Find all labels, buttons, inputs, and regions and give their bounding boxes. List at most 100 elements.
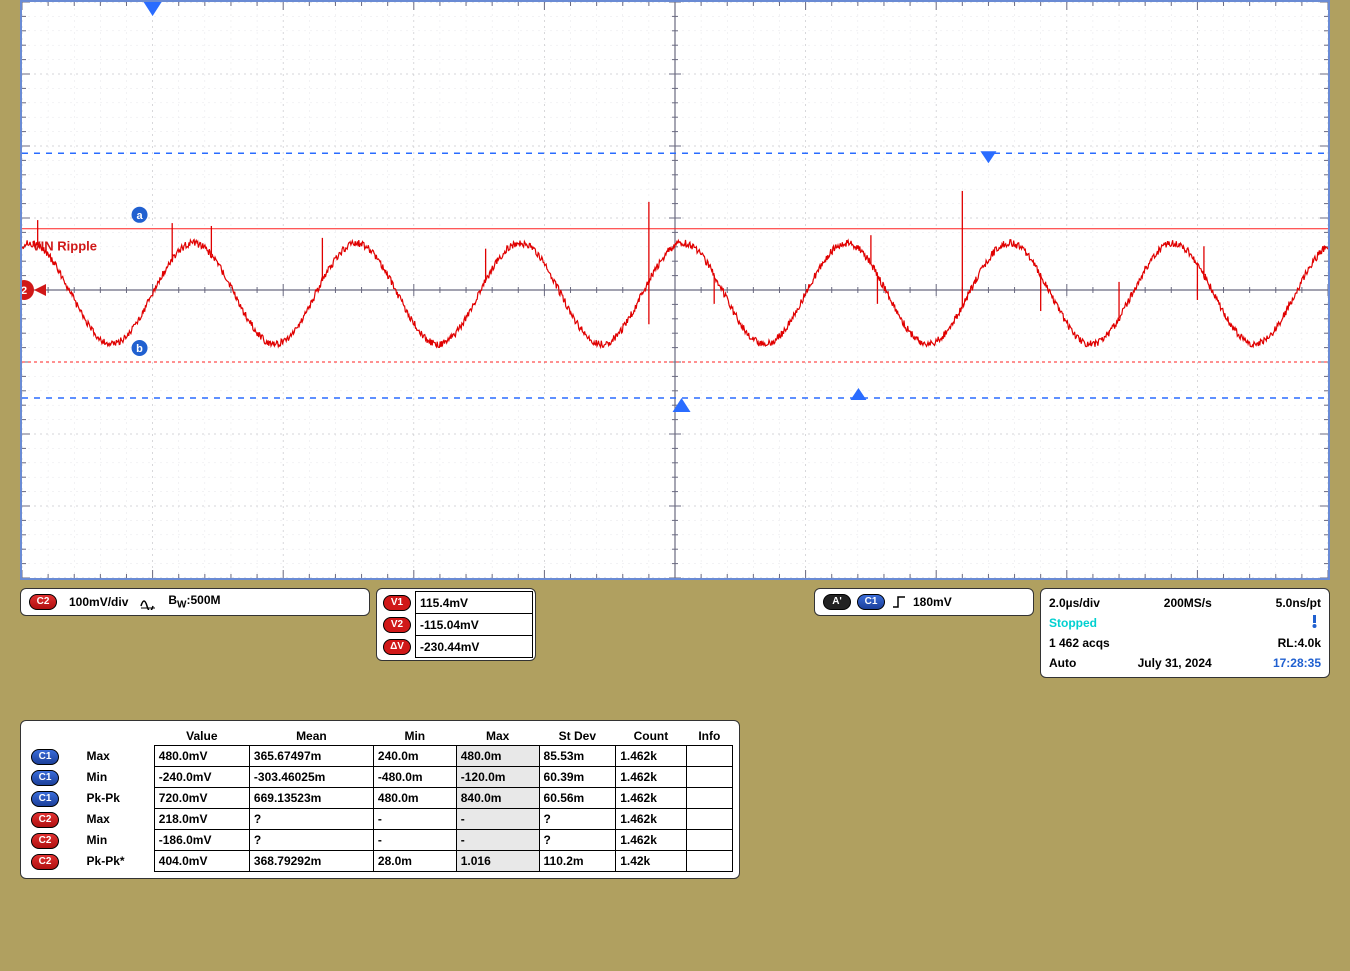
acquisition-date: July 31, 2024 bbox=[1138, 653, 1212, 673]
meas-col-header: Max bbox=[456, 727, 539, 746]
meas-value: 404.0mV bbox=[154, 851, 249, 872]
table-row: C2Max218.0mV?--?1.462k bbox=[27, 809, 733, 830]
meas-max: -120.0m bbox=[456, 767, 539, 788]
measurements-panel[interactable]: ValueMeanMinMaxSt DevCountInfoC1Max480.0… bbox=[20, 720, 740, 879]
meas-min: -480.0m bbox=[373, 767, 456, 788]
meas-stdev: ? bbox=[539, 830, 616, 851]
meas-name: Max bbox=[83, 809, 155, 830]
channel-c2-pill: C2 bbox=[29, 594, 57, 610]
trigger-level: 180mV bbox=[913, 595, 952, 609]
meas-info bbox=[686, 746, 732, 767]
meas-count: 1.462k bbox=[616, 830, 686, 851]
meas-mean: 365.67497m bbox=[249, 746, 373, 767]
trigger-source-pill: C1 bbox=[857, 594, 885, 610]
meas-min: - bbox=[373, 830, 456, 851]
meas-name: Pk-Pk bbox=[83, 788, 155, 809]
meas-count: 1.42k bbox=[616, 851, 686, 872]
table-row: C1 Min-240.0mV-303.46025m-480.0m-120.0m60… bbox=[27, 767, 733, 788]
cursor-readout-panel[interactable]: V1 115.4mV V2 -115.04mV ΔV -230.44mV bbox=[376, 588, 536, 661]
trigger-mode: Auto bbox=[1049, 653, 1076, 673]
meas-count: 1.462k bbox=[616, 767, 686, 788]
meas-channel-pill: C1 bbox=[31, 749, 59, 765]
meas-col-header: Mean bbox=[249, 727, 373, 746]
meas-channel-pill: C1 bbox=[31, 770, 59, 786]
meas-name: Pk-Pk* bbox=[83, 851, 155, 872]
meas-name: Min bbox=[83, 767, 155, 788]
table-row: C2Min-186.0mV?--?1.462k bbox=[27, 830, 733, 851]
readout-bar: C2 100mV/div BW:500M V1 115.4mV V2 -115.04m… bbox=[20, 588, 1330, 678]
table-row: C1 Pk-Pk720.0mV669.13523m480.0m840.0m60.5… bbox=[27, 788, 733, 809]
ac-coupling-icon bbox=[140, 594, 156, 610]
meas-info bbox=[686, 767, 732, 788]
meas-channel-pill: C1 bbox=[31, 791, 59, 807]
svg-text:2: 2 bbox=[22, 285, 27, 297]
meas-channel-pill: C2 bbox=[31, 812, 59, 828]
cursor-value: -230.44mV bbox=[416, 636, 533, 658]
meas-stdev: 85.53m bbox=[539, 746, 616, 767]
meas-channel-pill: C2 bbox=[31, 854, 59, 870]
vertical-scale: 100mV/div bbox=[69, 595, 128, 609]
meas-mean: -303.46025m bbox=[249, 767, 373, 788]
cursor-pill: ΔV bbox=[383, 639, 411, 655]
meas-min: - bbox=[373, 809, 456, 830]
meas-max: 1.016 bbox=[456, 851, 539, 872]
meas-stdev: 60.56m bbox=[539, 788, 616, 809]
acquisition-count: 1 462 acqs bbox=[1049, 633, 1110, 653]
meas-max: - bbox=[456, 830, 539, 851]
cursor-row: ΔV -230.44mV bbox=[379, 636, 533, 658]
meas-stdev: ? bbox=[539, 809, 616, 830]
acquisition-time: 17:28:35 bbox=[1273, 653, 1321, 673]
meas-value: -240.0mV bbox=[154, 767, 249, 788]
meas-col-header: Info bbox=[686, 727, 732, 746]
cursor-pill: V2 bbox=[383, 617, 411, 633]
meas-col-header: Value bbox=[154, 727, 249, 746]
trigger-settings-panel[interactable]: A' C1 180mV bbox=[814, 588, 1034, 616]
meas-info bbox=[686, 851, 732, 872]
acquisition-state: Stopped bbox=[1049, 613, 1097, 633]
sample-rate: 200MS/s bbox=[1164, 593, 1212, 613]
channel-settings-panel[interactable]: C2 100mV/div BW:500M bbox=[20, 588, 370, 616]
meas-value: 218.0mV bbox=[154, 809, 249, 830]
meas-info bbox=[686, 809, 732, 830]
cursor-value: -115.04mV bbox=[416, 614, 533, 636]
cursor-row: V1 115.4mV bbox=[379, 592, 533, 614]
timebase-scale: 2.0µs/div bbox=[1049, 593, 1100, 613]
meas-min: 240.0m bbox=[373, 746, 456, 767]
meas-stdev: 110.2m bbox=[539, 851, 616, 872]
cursor-row: V2 -115.04mV bbox=[379, 614, 533, 636]
meas-name: Max bbox=[83, 746, 155, 767]
meas-name: Min bbox=[83, 830, 155, 851]
svg-text:b: b bbox=[136, 343, 143, 355]
cursor-value: 115.4mV bbox=[416, 592, 533, 614]
waveform-display[interactable]: abVIN Ripple2 bbox=[20, 0, 1330, 580]
trigger-mode-badge: A' bbox=[823, 594, 851, 610]
cursor-pill: V1 bbox=[383, 595, 411, 611]
meas-stdev: 60.39m bbox=[539, 767, 616, 788]
meas-count: 1.462k bbox=[616, 788, 686, 809]
graticule-svg: abVIN Ripple2 bbox=[22, 2, 1328, 578]
meas-channel-pill: C2 bbox=[31, 833, 59, 849]
record-length: RL:4.0k bbox=[1278, 633, 1321, 653]
meas-info bbox=[686, 788, 732, 809]
oscilloscope-frame: abVIN Ripple2 C2 100mV/div BW:500M V1115… bbox=[0, 0, 1350, 971]
meas-count: 1.462k bbox=[616, 809, 686, 830]
meas-min: 480.0m bbox=[373, 788, 456, 809]
svg-text:a: a bbox=[136, 210, 143, 222]
meas-value: 720.0mV bbox=[154, 788, 249, 809]
meas-mean: ? bbox=[249, 830, 373, 851]
meas-header-row: ValueMeanMinMaxSt DevCountInfo bbox=[27, 727, 733, 746]
meas-min: 28.0m bbox=[373, 851, 456, 872]
time-resolution: 5.0ns/pt bbox=[1276, 593, 1321, 613]
timebase-panel[interactable]: 2.0µs/div 200MS/s 5.0ns/pt Stopped 1 462… bbox=[1040, 588, 1330, 678]
meas-info bbox=[686, 830, 732, 851]
meas-mean: 368.79292m bbox=[249, 851, 373, 872]
meas-col-header: Count bbox=[616, 727, 686, 746]
meas-max: 480.0m bbox=[456, 746, 539, 767]
bandwidth-label: BW:500M bbox=[168, 593, 220, 610]
meas-value: 480.0mV bbox=[154, 746, 249, 767]
meas-mean: ? bbox=[249, 809, 373, 830]
meas-mean: 669.13523m bbox=[249, 788, 373, 809]
stopped-icon bbox=[1311, 613, 1321, 629]
meas-max: 840.0m bbox=[456, 788, 539, 809]
meas-count: 1.462k bbox=[616, 746, 686, 767]
